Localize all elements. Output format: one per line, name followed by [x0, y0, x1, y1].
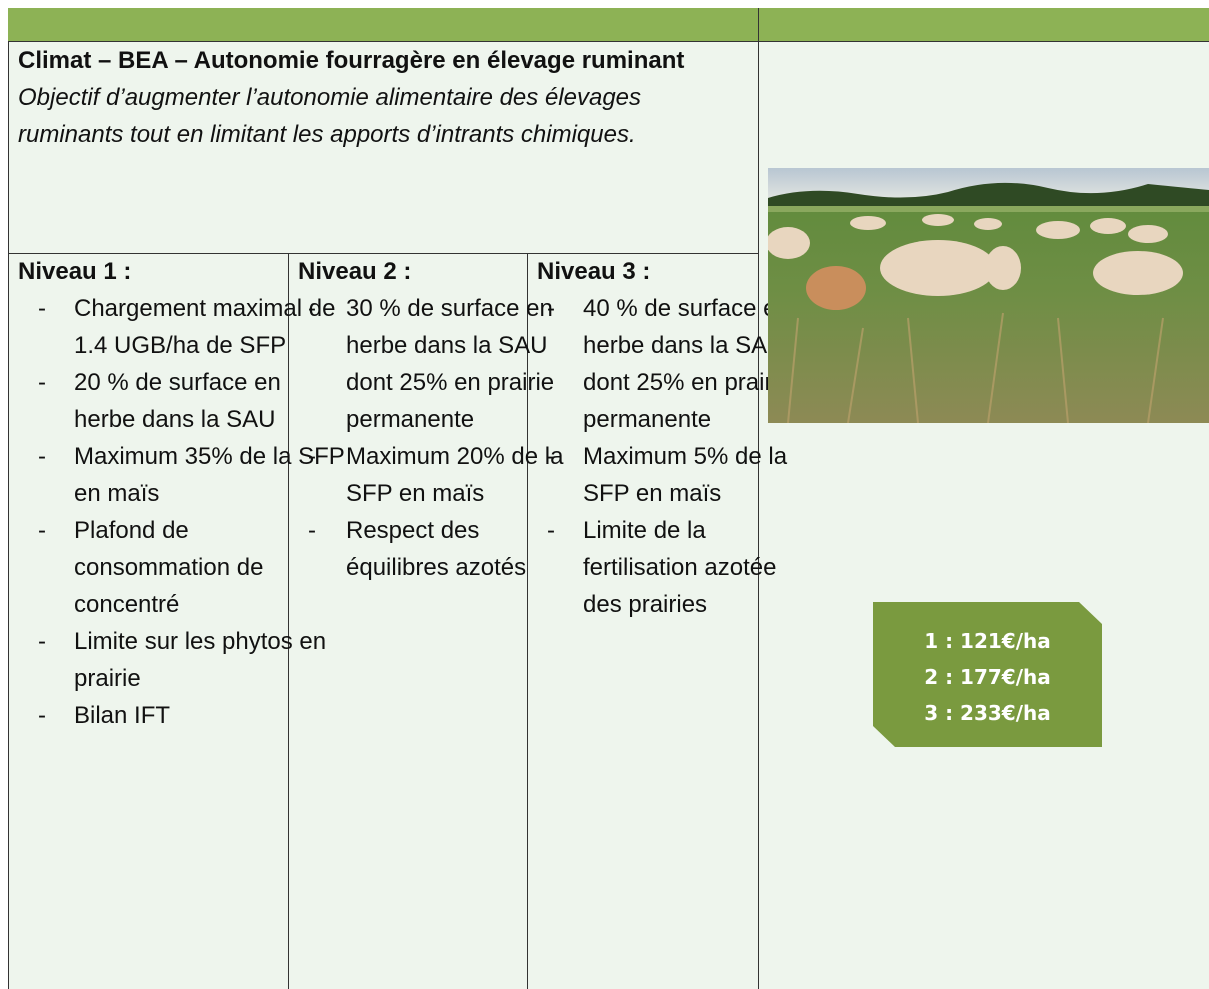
list-item: -Limite sur les phytos en prairie: [8, 623, 348, 697]
payment-line: 3 : 233€/ha: [873, 695, 1102, 731]
list-item: -Maximum 5% de la SFP en maïs: [527, 438, 807, 512]
list-item: -40 % de surface en herbe dans la SAU do…: [527, 290, 807, 438]
bullet: -: [38, 438, 46, 475]
subtitle: Objectif d’augmenter l’autonomie aliment…: [18, 79, 753, 153]
bullet: -: [38, 697, 46, 734]
photo: [768, 168, 1209, 423]
level-column: Niveau 2 :-30 % de surface en herbe dans…: [288, 253, 527, 586]
item-text: 30 % de surface en herbe dans la SAU don…: [346, 295, 554, 433]
item-text: Plafond de consommation de concentré: [74, 517, 263, 618]
title: Climat – BEA – Autonomie fourragère en é…: [18, 42, 753, 79]
item-text: Respect des équilibres azotés: [346, 517, 526, 581]
level-title: Niveau 1 :: [8, 253, 288, 290]
level-list: -30 % de surface en herbe dans la SAU do…: [288, 290, 527, 586]
bullet: -: [547, 438, 555, 475]
item-text: Bilan IFT: [74, 702, 170, 729]
level-title: Niveau 3 :: [527, 253, 758, 290]
page: {"header": {"title": "Climat – BEA – Aut…: [0, 0, 1209, 989]
bullet: -: [38, 290, 46, 327]
header-bar: [8, 8, 1209, 42]
list-item: -Limite de la fertilisation azotée des p…: [527, 512, 807, 623]
title-block: Climat – BEA – Autonomie fourragère en é…: [18, 42, 753, 153]
payment-line: 1 : 121€/ha: [873, 623, 1102, 659]
item-text: Maximum 5% de la SFP en maïs: [583, 443, 787, 507]
level-column: Niveau 1 :-Chargement maximal de 1.4 UGB…: [8, 253, 288, 734]
bullet: -: [308, 512, 316, 549]
bullet: -: [38, 623, 46, 660]
level-list: -40 % de surface en herbe dans la SAU do…: [527, 290, 758, 623]
item-text: 40 % de surface en herbe dans la SAU don…: [583, 295, 791, 433]
bullet: -: [38, 364, 46, 401]
list-item: - Bilan IFT: [8, 697, 348, 734]
bullet: -: [308, 438, 316, 475]
item-text: 20 % de surface en herbe dans la SAU: [74, 369, 281, 433]
bullet: -: [547, 290, 555, 327]
level-title: Niveau 2 :: [288, 253, 527, 290]
bullet: -: [547, 512, 555, 549]
item-text: Limite sur les phytos en prairie: [74, 628, 326, 692]
bullet: -: [308, 290, 316, 327]
level-column: Niveau 3 :-40 % de surface en herbe dans…: [527, 253, 758, 623]
item-text: Limite de la fertilisation azotée des pr…: [583, 517, 776, 618]
level-list: -Chargement maximal de 1.4 UGB/ha de SFP…: [8, 290, 288, 734]
bullet: -: [38, 512, 46, 549]
payment-line: 2 : 177€/ha: [873, 659, 1102, 695]
